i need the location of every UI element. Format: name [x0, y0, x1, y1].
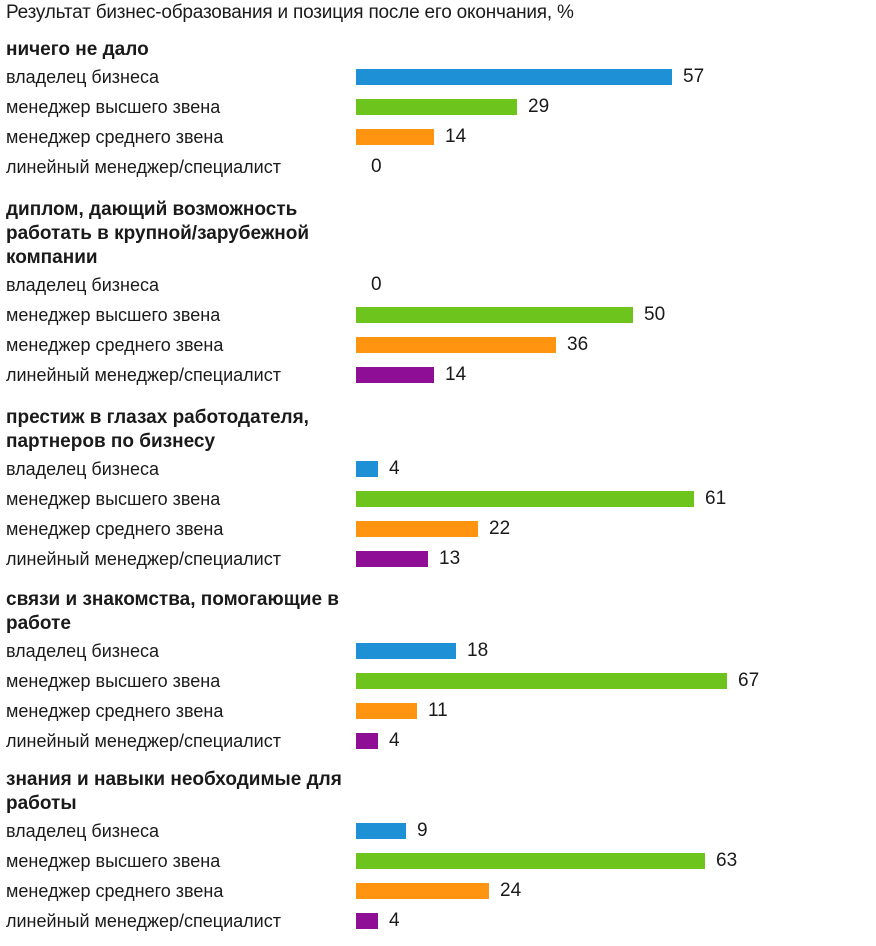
group-title: престиж в глазах работодателя, партнеров… — [6, 407, 309, 452]
bar — [356, 733, 378, 749]
row-label: владелец бизнеса — [6, 821, 159, 841]
bar — [356, 129, 434, 145]
row-label: владелец бизнеса — [6, 459, 159, 479]
bar — [356, 643, 456, 659]
bar — [356, 461, 378, 477]
bar — [356, 521, 478, 537]
row-label: менеджер среднего звена — [6, 335, 224, 355]
value-label: 0 — [371, 156, 382, 177]
value-label: 4 — [389, 730, 400, 751]
bar — [356, 703, 417, 719]
row-label: менеджер высшего звена — [6, 305, 221, 325]
group-title: знания и навыки необходимые для работы — [6, 769, 342, 814]
group-title: связи и знакомства, помогающие в работе — [6, 589, 339, 634]
bar — [356, 853, 705, 869]
row-label: линейный менеджер/специалист — [6, 365, 281, 385]
value-label: 11 — [428, 700, 448, 721]
value-label: 36 — [567, 334, 589, 355]
bar — [356, 823, 406, 839]
row-label: менеджер среднего звена — [6, 881, 224, 901]
bar — [356, 367, 434, 383]
value-label: 14 — [445, 364, 467, 385]
bar — [356, 913, 378, 929]
group-title: диплом, дающий возможность работать в кр… — [6, 199, 310, 268]
row-label: менеджер среднего звена — [6, 701, 224, 721]
bar — [356, 491, 694, 507]
bar — [356, 337, 556, 353]
row-label: линейный менеджер/специалист — [6, 157, 281, 177]
bar — [356, 883, 489, 899]
row-label: менеджер высшего звена — [6, 97, 221, 117]
value-label: 29 — [528, 96, 550, 117]
value-label: 13 — [439, 548, 461, 569]
value-label: 67 — [738, 670, 760, 691]
value-label: 63 — [716, 850, 738, 871]
row-label: владелец бизнеса — [6, 641, 159, 661]
value-label: 61 — [705, 488, 727, 509]
value-label: 18 — [467, 640, 489, 661]
value-label: 9 — [417, 820, 428, 841]
value-label: 0 — [371, 274, 382, 295]
row-label: линейный менеджер/специалист — [6, 911, 281, 931]
row-label: владелец бизнеса — [6, 275, 159, 295]
bar — [356, 69, 672, 85]
row-label: менеджер высшего звена — [6, 489, 221, 509]
value-label: 14 — [445, 126, 467, 147]
row-label: линейный менеджер/специалист — [6, 549, 281, 569]
value-label: 4 — [389, 458, 400, 479]
bar — [356, 551, 428, 567]
row-label: менеджер среднего звена — [6, 127, 224, 147]
value-label: 50 — [644, 304, 666, 325]
row-label: менеджер высшего звена — [6, 671, 221, 691]
value-label: 22 — [489, 518, 511, 539]
bar — [356, 99, 517, 115]
group-title: ничего не дало — [6, 39, 149, 60]
bar — [356, 307, 633, 323]
row-label: линейный менеджер/специалист — [6, 731, 281, 751]
chart-title: Результат бизнес-образования и позиция п… — [6, 2, 574, 23]
row-label: менеджер среднего звена — [6, 519, 224, 539]
value-label: 24 — [500, 880, 522, 901]
bar — [356, 673, 727, 689]
value-label: 4 — [389, 910, 400, 931]
row-label: владелец бизнеса — [6, 67, 159, 87]
value-label: 57 — [683, 66, 705, 87]
row-label: менеджер высшего звена — [6, 851, 221, 871]
